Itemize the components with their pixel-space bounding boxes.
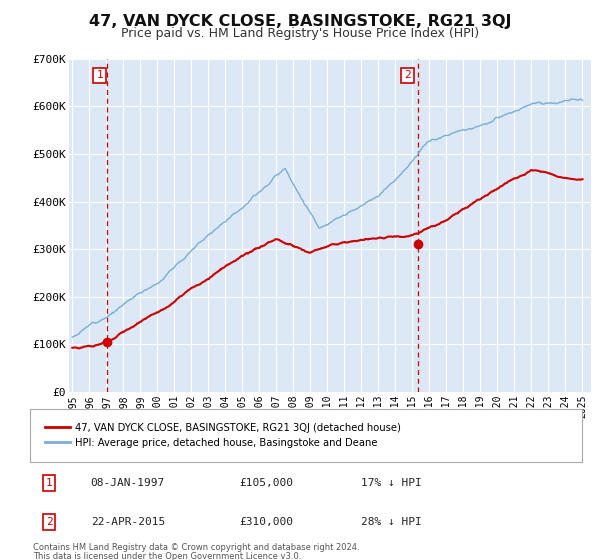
Text: 2: 2 xyxy=(404,71,411,81)
Text: 28% ↓ HPI: 28% ↓ HPI xyxy=(361,517,422,527)
Text: 47, VAN DYCK CLOSE, BASINGSTOKE, RG21 3QJ: 47, VAN DYCK CLOSE, BASINGSTOKE, RG21 3Q… xyxy=(89,14,511,29)
Text: 22-APR-2015: 22-APR-2015 xyxy=(91,517,165,527)
Text: 1: 1 xyxy=(46,478,53,488)
Text: 17% ↓ HPI: 17% ↓ HPI xyxy=(361,478,422,488)
Text: Contains HM Land Registry data © Crown copyright and database right 2024.: Contains HM Land Registry data © Crown c… xyxy=(33,543,359,552)
Text: 08-JAN-1997: 08-JAN-1997 xyxy=(91,478,165,488)
Text: 1: 1 xyxy=(96,71,103,81)
Text: This data is licensed under the Open Government Licence v3.0.: This data is licensed under the Open Gov… xyxy=(33,552,301,560)
Text: Price paid vs. HM Land Registry's House Price Index (HPI): Price paid vs. HM Land Registry's House … xyxy=(121,27,479,40)
Text: 2: 2 xyxy=(46,517,53,527)
Legend: 47, VAN DYCK CLOSE, BASINGSTOKE, RG21 3QJ (detached house), HPI: Average price, : 47, VAN DYCK CLOSE, BASINGSTOKE, RG21 3Q… xyxy=(41,419,404,452)
Text: £310,000: £310,000 xyxy=(240,517,294,527)
Text: £105,000: £105,000 xyxy=(240,478,294,488)
